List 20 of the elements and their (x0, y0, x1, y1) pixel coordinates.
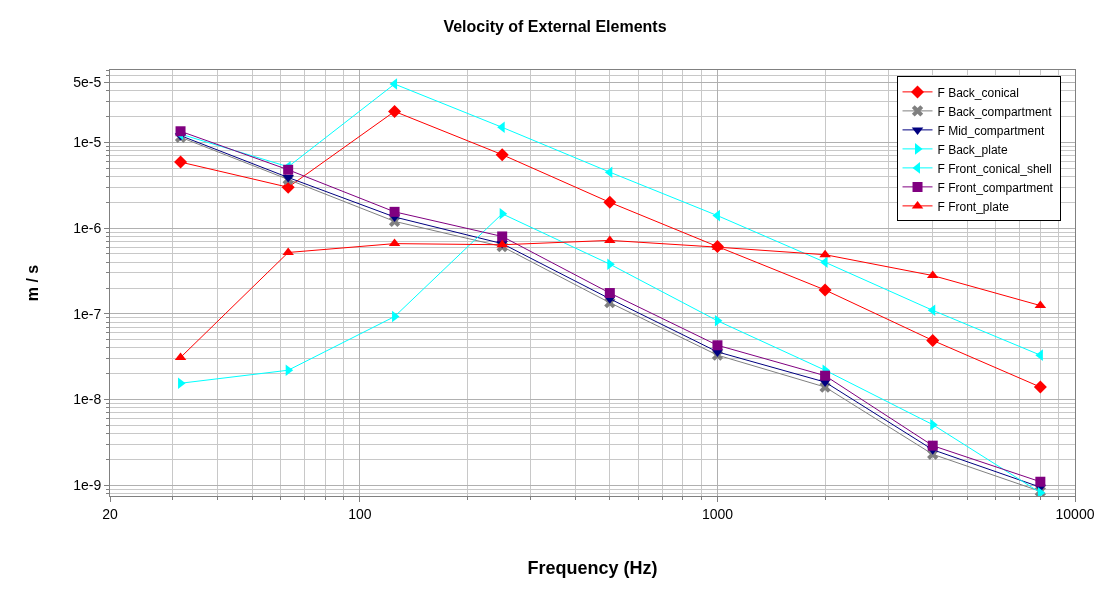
y-axis-title: m / s (24, 264, 42, 302)
x-axis-title: Frequency (Hz) (527, 557, 658, 578)
x-tick-label: 10000 (1055, 505, 1095, 522)
legend-label: F Front_plate (937, 199, 1010, 214)
legend-label: F Back_conical (937, 85, 1019, 100)
y-tick-label: 1e-9 (73, 477, 102, 494)
legend-label: F Front_compartment (937, 180, 1054, 195)
legend-label: F Back_plate (937, 142, 1008, 157)
legend-label: F Mid_compartment (937, 123, 1045, 138)
y-tick-label: 1e-6 (73, 220, 102, 237)
chart-title: Velocity of External Elements (443, 18, 667, 36)
x-tick-label: 100 (348, 505, 372, 522)
x-tick-label: 1000 (701, 505, 734, 522)
legend-label: F Front_conical_shell (937, 161, 1052, 176)
x-tick-label: 20 (102, 505, 118, 522)
y-tick-label: 5e-5 (73, 74, 102, 91)
y-tick-label: 1e-7 (73, 305, 102, 322)
legend-label: F Back_compartment (937, 104, 1053, 119)
y-tick-label: 1e-5 (73, 134, 102, 151)
y-tick-label: 1e-8 (73, 391, 102, 408)
